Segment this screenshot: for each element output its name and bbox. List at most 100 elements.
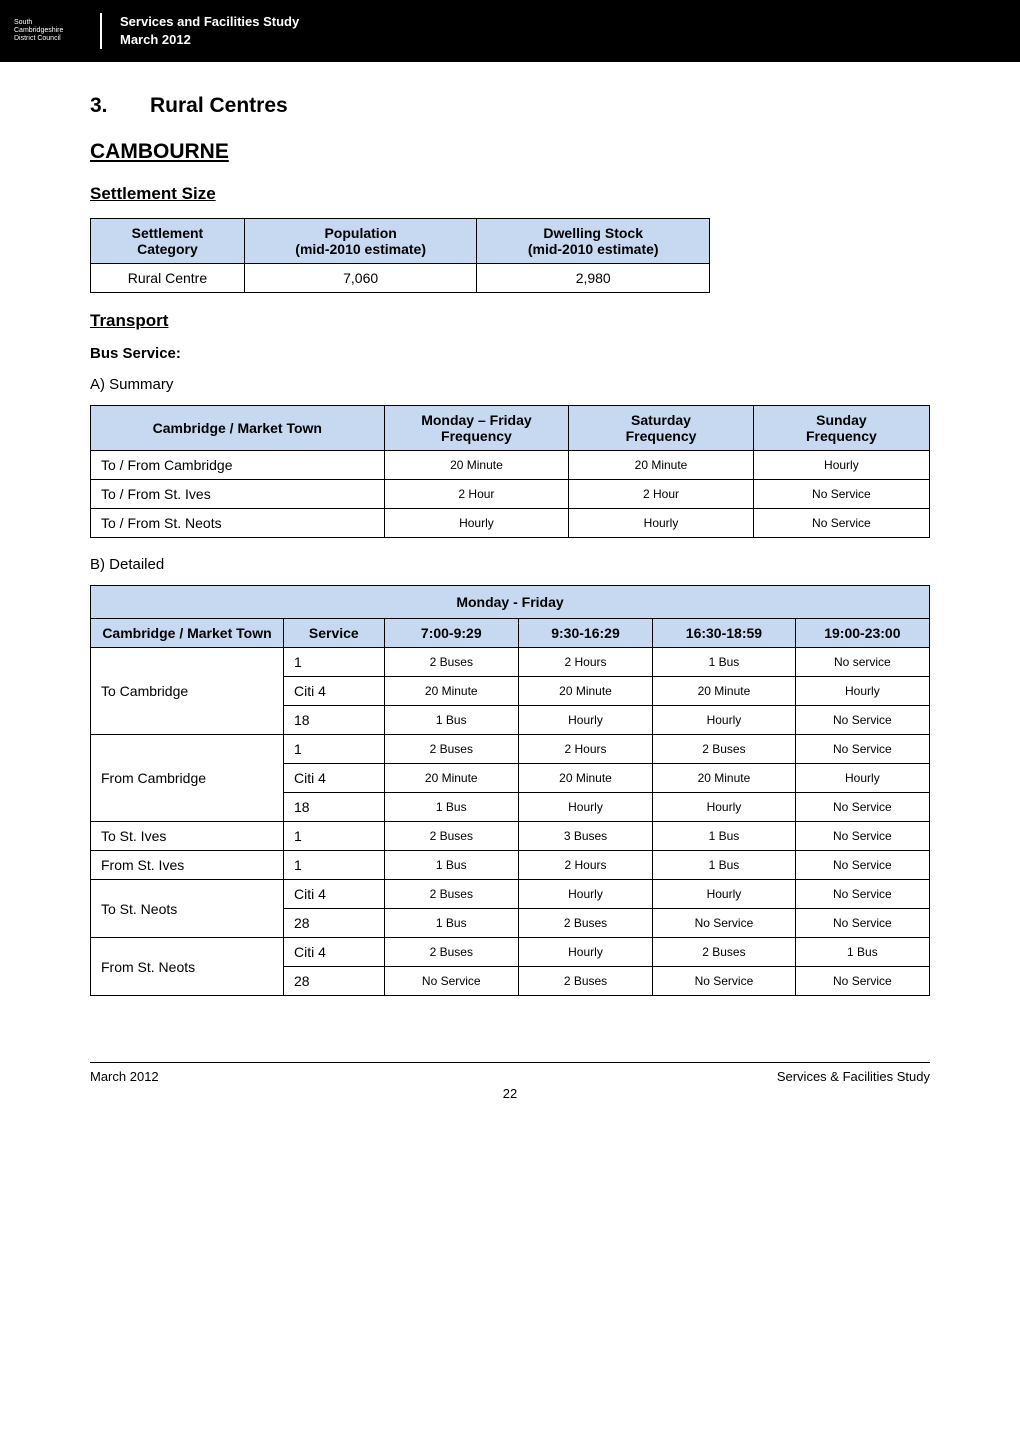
monday-row: From St. NeotsCiti 42 BusesHourly2 Buses… <box>91 938 930 967</box>
monday-value-cell: Hourly <box>653 793 796 822</box>
monday-service-cell: 18 <box>283 706 384 735</box>
monday-value-cell: 2 Buses <box>518 967 652 996</box>
settlement-cell: Rural Centre <box>91 264 245 293</box>
monday-header-dest: Cambridge / Market Town <box>91 619 284 648</box>
monday-value-cell: 3 Buses <box>518 822 652 851</box>
summary-cell: Hourly <box>384 509 569 538</box>
monday-dest-cell: From St. Neots <box>91 938 284 996</box>
monday-value-cell: 1 Bus <box>384 706 518 735</box>
monday-value-cell: 2 Buses <box>384 648 518 677</box>
monday-value-cell: 1 Bus <box>384 851 518 880</box>
monday-dest-cell: From Cambridge <box>91 735 284 822</box>
summary-cell: 2 Hour <box>569 480 754 509</box>
settlement-size-heading: Settlement Size <box>90 184 930 204</box>
cambourne-heading: CAMBOURNE <box>90 140 930 164</box>
monday-value-cell: 20 Minute <box>384 764 518 793</box>
section-number: 3. <box>90 94 150 118</box>
monday-value-cell: No Service <box>653 909 796 938</box>
page-number: 22 <box>0 1086 1020 1101</box>
summary-cell: Hourly <box>753 451 929 480</box>
monday-value-cell: 2 Buses <box>384 938 518 967</box>
monday-header-c1: 7:00-9:29 <box>384 619 518 648</box>
monday-value-cell: 2 Buses <box>653 938 796 967</box>
logo-line-3: District Council <box>14 35 86 43</box>
summary-cell: No Service <box>753 480 929 509</box>
monday-value-cell: No Service <box>795 967 929 996</box>
monday-service-cell: Citi 4 <box>283 938 384 967</box>
monday-value-cell: No Service <box>795 909 929 938</box>
transport-heading: Transport <box>90 311 930 331</box>
monday-value-cell: 2 Buses <box>518 909 652 938</box>
monday-value-cell: 1 Bus <box>653 648 796 677</box>
monday-friday-table: Monday - Friday Cambridge / Market Town … <box>90 585 930 996</box>
monday-value-cell: No Service <box>795 851 929 880</box>
settlement-cell: 7,060 <box>244 264 477 293</box>
monday-value-cell: Hourly <box>518 880 652 909</box>
doc-title-block: Services and Facilities Study March 2012 <box>100 13 299 49</box>
monday-value-cell: Hourly <box>795 677 929 706</box>
monday-row: From St. Ives11 Bus2 Hours1 BusNo Servic… <box>91 851 930 880</box>
summary-rowlabel: To / From Cambridge <box>91 451 385 480</box>
monday-service-cell: 1 <box>283 822 384 851</box>
top-header-bar: South Cambridgeshire District Council Se… <box>0 0 1020 62</box>
summary-header-mon: Monday – Friday Frequency <box>384 406 569 451</box>
monday-value-cell: 2 Hours <box>518 851 652 880</box>
monday-value-cell: No Service <box>795 735 929 764</box>
settlement-cell: 2,980 <box>477 264 710 293</box>
settlement-col-header-2: Dwelling Stock (mid-2010 estimate) <box>477 219 710 264</box>
summary-cell: 2 Hour <box>384 480 569 509</box>
monday-service-cell: Citi 4 <box>283 880 384 909</box>
monday-value-cell: No Service <box>795 793 929 822</box>
monday-value-cell: Hourly <box>653 706 796 735</box>
summary-row: To / From Cambridge20 Minute20 MinuteHou… <box>91 451 930 480</box>
monday-dest-cell: To St. Ives <box>91 822 284 851</box>
doc-title-line-1: Services and Facilities Study <box>120 13 299 31</box>
monday-value-cell: 1 Bus <box>653 851 796 880</box>
footer-right: Services & Facilities Study <box>777 1069 930 1084</box>
monday-value-cell: 2 Buses <box>384 880 518 909</box>
logo-line-2: Cambridgeshire <box>14 27 86 35</box>
logo-line-1: South <box>14 19 86 27</box>
monday-header-c2: 9:30-16:29 <box>518 619 652 648</box>
monday-service-cell: Citi 4 <box>283 677 384 706</box>
page-footer: March 2012 Services & Facilities Study <box>90 1062 930 1084</box>
section-title: Rural Centres <box>150 94 288 117</box>
settlement-row: Rural Centre 7,060 2,980 <box>91 264 710 293</box>
monday-value-cell: No Service <box>653 967 796 996</box>
monday-service-cell: 1 <box>283 648 384 677</box>
monday-value-cell: Hourly <box>518 706 652 735</box>
summary-header-sat: Saturday Frequency <box>569 406 754 451</box>
monday-row: To St. Ives12 Buses3 Buses1 BusNo Servic… <box>91 822 930 851</box>
monday-dest-cell: To Cambridge <box>91 648 284 735</box>
monday-value-cell: Hourly <box>518 938 652 967</box>
monday-value-cell: No service <box>795 648 929 677</box>
summary-header-sun: Sunday Frequency <box>753 406 929 451</box>
monday-value-cell: Hourly <box>653 880 796 909</box>
monday-value-cell: 20 Minute <box>653 764 796 793</box>
monday-value-cell: 2 Buses <box>384 735 518 764</box>
settlement-size-table: Settlement Category Population (mid-2010… <box>90 218 710 293</box>
a-summary-heading: A) Summary <box>90 376 930 393</box>
monday-value-cell: 2 Hours <box>518 648 652 677</box>
summary-cell: 20 Minute <box>384 451 569 480</box>
monday-value-cell: No Service <box>384 967 518 996</box>
page-body: 3.Rural Centres CAMBOURNE Settlement Siz… <box>0 62 1020 1034</box>
monday-value-cell: 1 Bus <box>384 909 518 938</box>
monday-service-cell: 28 <box>283 967 384 996</box>
monday-value-cell: 2 Buses <box>384 822 518 851</box>
monday-value-cell: Hourly <box>518 793 652 822</box>
council-logo-text: South Cambridgeshire District Council <box>0 19 100 42</box>
monday-value-cell: 1 Bus <box>384 793 518 822</box>
monday-value-cell: 20 Minute <box>653 677 796 706</box>
monday-value-cell: 20 Minute <box>518 764 652 793</box>
b-detailed-heading: B) Detailed <box>90 556 930 573</box>
summary-cell: 20 Minute <box>569 451 754 480</box>
monday-span-header: Monday - Friday <box>91 586 930 619</box>
monday-value-cell: 1 Bus <box>795 938 929 967</box>
monday-value-cell: 20 Minute <box>518 677 652 706</box>
monday-value-cell: 2 Hours <box>518 735 652 764</box>
bus-service-heading: Bus Service: <box>90 345 930 362</box>
settlement-col-header-0: Settlement Category <box>91 219 245 264</box>
monday-service-cell: 1 <box>283 735 384 764</box>
summary-cell: Hourly <box>569 509 754 538</box>
